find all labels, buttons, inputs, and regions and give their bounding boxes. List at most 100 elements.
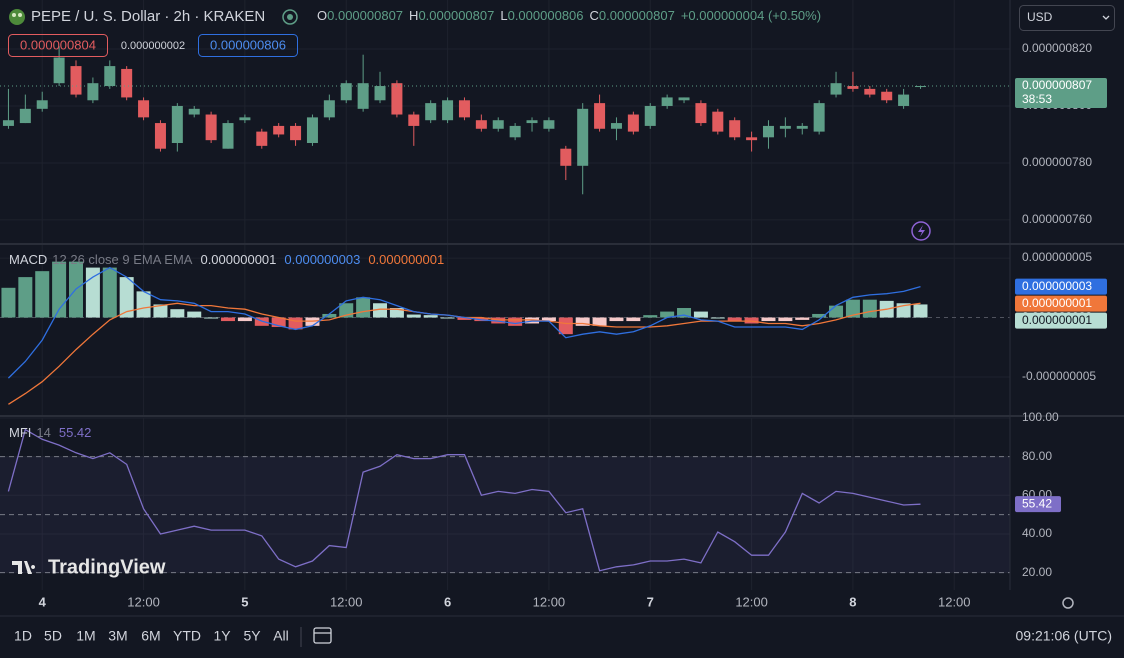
bid-box[interactable] (8, 34, 108, 57)
ohlc-legend: O0.000000807 H0.000000807 L0.000000806 C0.0… (317, 8, 821, 23)
currency-selector[interactable] (1019, 5, 1115, 31)
range-button[interactable]: 1Y (213, 628, 231, 644)
candle-body (306, 117, 318, 144)
settings-icon[interactable] (1062, 597, 1074, 609)
date-range-icon[interactable] (313, 627, 332, 644)
symbol-title[interactable]: PEPE / U. S. Dollar · 2h · KRAKEN (31, 8, 265, 25)
ask-price: 0.000000806 (210, 37, 286, 52)
candle-body (610, 123, 622, 129)
macd-legend: MACD 12 26 close 9 EMA EMA 0.000000001 0.00… (9, 252, 444, 267)
histogram-value-box (1015, 312, 1107, 329)
range-button[interactable]: 6M (141, 628, 160, 644)
candle-body (492, 120, 504, 129)
candle-body (864, 88, 876, 95)
range-toolbar: 1D 5D 1M 3M 6M YTD 1Y 5Y All (14, 628, 289, 644)
histogram-bar (119, 277, 134, 318)
candle-body (746, 137, 758, 141)
candle-body (695, 103, 707, 124)
histogram-bar (508, 317, 523, 326)
candle-body (577, 108, 589, 166)
range-button[interactable]: 1M (76, 628, 95, 644)
histogram-bar (913, 304, 928, 318)
histogram-bar (778, 317, 793, 322)
x-tick-label: 8 (849, 594, 856, 609)
bid-price: 0.000000804 (20, 37, 96, 52)
alert-icon[interactable] (911, 221, 931, 241)
histogram-bar (660, 311, 675, 318)
candle-body (53, 57, 65, 84)
histogram-bar (271, 317, 286, 328)
candle-body (374, 86, 386, 101)
visibility-icon[interactable] (282, 9, 298, 25)
macd-line (7, 266, 921, 379)
y-tick-label: 0.000000820 (1022, 41, 1092, 55)
x-tick-label: 12:00 (127, 594, 160, 609)
histogram-bar (1, 287, 16, 318)
candle-body (458, 100, 470, 118)
legend-item: 55.42 (59, 425, 92, 440)
histogram-bar (18, 277, 33, 318)
range-button[interactable]: 5Y (243, 628, 261, 644)
range-button[interactable]: All (273, 628, 289, 644)
candle-body (627, 114, 639, 132)
macd-value-label: 0.000000003 (1022, 279, 1092, 293)
histogram-bar (136, 291, 151, 318)
alert-icon-bolt (918, 225, 925, 237)
histogram-bar (221, 317, 236, 322)
legend-item: H (409, 8, 418, 23)
mfi-legend: MFI 14 55.42 (9, 425, 91, 440)
histogram-bar (677, 308, 692, 318)
ask-box[interactable] (198, 34, 298, 57)
histogram-bar (288, 317, 303, 330)
histogram-bar (643, 315, 658, 318)
legend-item: 0.000000806 (508, 8, 584, 23)
x-tick-label: 12:00 (533, 594, 566, 609)
candle-body (762, 125, 774, 138)
range-button[interactable]: 1D (14, 628, 32, 644)
candle-body (796, 125, 808, 129)
macd-value-box (1015, 278, 1107, 295)
candle-body (2, 120, 14, 126)
y-tick-label: 100.00 (1022, 410, 1059, 424)
legend-item: L (500, 8, 507, 23)
histogram-bar (457, 317, 472, 320)
y-tick-label: -0.000000005 (1022, 369, 1096, 383)
candle-body (121, 68, 133, 98)
candle-body (509, 125, 521, 138)
candle-body (661, 97, 673, 106)
candle-body (425, 103, 437, 121)
clock[interactable]: 09:21:06 (UTC) (1016, 628, 1112, 644)
histogram-bar (373, 303, 388, 318)
candle-body (475, 120, 487, 129)
y-tick-label: 0.000000760 (1022, 212, 1092, 226)
range-button[interactable]: 5D (44, 628, 62, 644)
x-tick-label: 12:00 (735, 594, 768, 609)
x-tick-label: 5 (241, 594, 248, 609)
candle-body (323, 100, 335, 118)
x-tick-label: 6 (444, 594, 451, 609)
histogram-value-label: 0.000000001 (1022, 313, 1092, 327)
dropdown-arrow (1102, 15, 1110, 20)
candle-body (256, 131, 268, 146)
histogram-bar (153, 304, 168, 318)
mfi-value-label: 55.42 (1022, 496, 1052, 510)
signal-value-box (1015, 295, 1107, 312)
candle-body (594, 103, 606, 129)
x-tick-label: 4 (39, 594, 47, 609)
candle-body (340, 83, 352, 101)
candle-body (19, 108, 31, 124)
histogram-bar (170, 309, 185, 318)
range-button[interactable]: 3M (108, 628, 127, 644)
candle-body (678, 97, 690, 101)
candle-body (222, 123, 234, 149)
histogram-bar (761, 317, 776, 322)
legend-item: +0.000000004 (+0.50%) (681, 8, 821, 23)
watermark: TradingView (12, 556, 166, 578)
candle-body (881, 91, 893, 101)
currency-label: USD (1027, 10, 1053, 24)
range-button[interactable]: YTD (173, 628, 201, 644)
candle-body (729, 120, 741, 138)
marks-layer (0, 46, 1010, 572)
x-tick-label: 12:00 (330, 594, 363, 609)
last-price-label: 0.000000807 (1022, 78, 1092, 92)
